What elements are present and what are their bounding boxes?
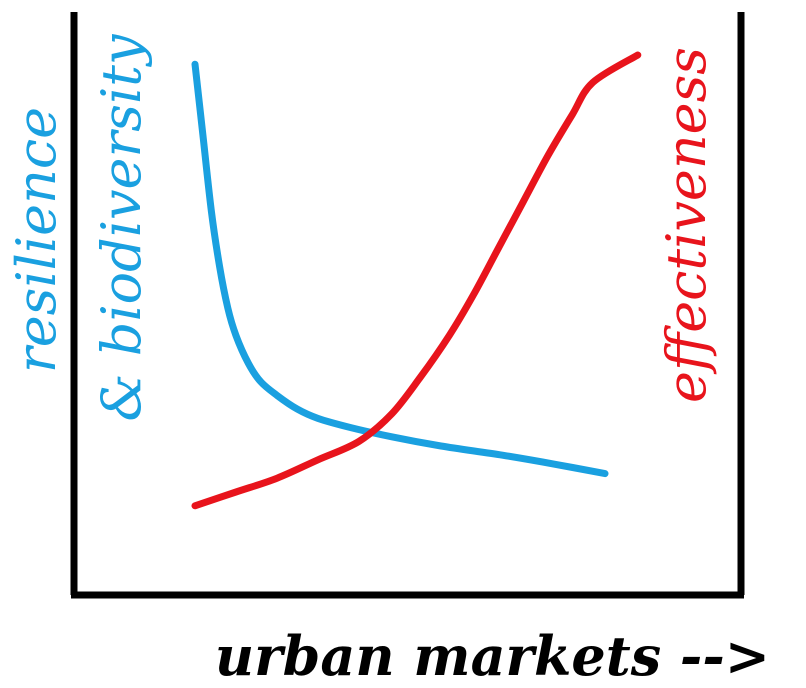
- ylabel-right: effectiveness: [655, 47, 718, 403]
- series-line-resilience: [191, 60, 609, 478]
- series-line-effectiveness: [191, 51, 642, 510]
- xlabel: urban markets -->: [215, 624, 770, 683]
- ylabel-left-line1: resilience: [5, 107, 68, 373]
- ylabel-left-line2: & biodiversity: [90, 33, 153, 421]
